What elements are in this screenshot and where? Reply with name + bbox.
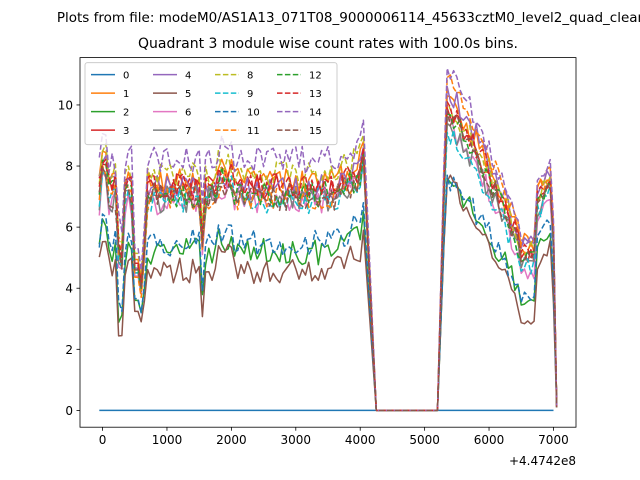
x-tick-label: 4000 <box>345 433 376 447</box>
legend-label-11: 11 <box>247 126 260 137</box>
plot-area: 0 1000 2000 3000 4000 5000 6000 7000 +4.4742e8 0 2… <box>58 57 577 468</box>
legend-label-15: 15 <box>309 126 322 137</box>
x-axis: 0 1000 2000 3000 4000 5000 6000 7000 +4.4742e8 <box>99 427 576 468</box>
legend-label-13: 13 <box>309 89 322 100</box>
x-tick-label: 2000 <box>216 433 247 447</box>
y-tick-label: 6 <box>65 221 73 235</box>
legend-label-10: 10 <box>247 108 260 119</box>
legend-box <box>84 62 338 146</box>
legend-label-5: 5 <box>185 89 191 100</box>
series-line-7 <box>98 122 558 412</box>
series-line-14 <box>98 67 558 412</box>
y-tick-label: 8 <box>65 160 73 174</box>
legend-label-9: 9 <box>247 89 253 100</box>
series-line-2 <box>98 177 558 412</box>
legend-label-8: 8 <box>247 71 253 82</box>
x-tick-label: 6000 <box>474 433 505 447</box>
y-axis: 0 2 4 6 8 10 <box>58 98 80 418</box>
series-line-12 <box>98 113 558 412</box>
legend-label-12: 12 <box>309 71 322 82</box>
series-line-11 <box>98 74 558 412</box>
x-offset-label: +4.4742e8 <box>509 454 576 468</box>
suptitle-text: Plots from file: modeM0/AS1A13_071T08_90… <box>56 10 640 26</box>
series-line-10 <box>98 174 558 412</box>
series-line-8 <box>98 101 558 412</box>
x-tick-label: 5000 <box>409 433 440 447</box>
series-line-6 <box>98 118 558 412</box>
x-tick-label: 1000 <box>152 433 183 447</box>
series-lines <box>98 67 558 412</box>
legend-label-4: 4 <box>185 71 191 82</box>
x-tick-label: 7000 <box>538 433 569 447</box>
legend-label-7: 7 <box>185 126 191 137</box>
y-tick-label: 10 <box>58 98 73 112</box>
legend-label-0: 0 <box>123 71 129 82</box>
chart-title: Quadrant 3 module wise count rates with … <box>138 36 518 52</box>
series-line-9 <box>98 129 558 412</box>
legend-label-14: 14 <box>309 108 322 119</box>
legend-label-3: 3 <box>123 126 129 137</box>
x-tick-label: 0 <box>99 433 107 447</box>
y-tick-label: 2 <box>65 343 73 357</box>
y-tick-label: 0 <box>65 404 73 418</box>
legend-label-6: 6 <box>185 108 191 119</box>
legend-label-2: 2 <box>123 108 129 119</box>
series-line-5 <box>98 174 558 412</box>
figure-suptitle: Plots from file: modeM0/AS1A13_071T08_90… <box>0 10 640 30</box>
series-line-15 <box>98 110 558 412</box>
axes-frame <box>79 57 577 428</box>
x-tick-label: 3000 <box>281 433 312 447</box>
y-tick-label: 4 <box>65 282 73 296</box>
series-line-1 <box>98 95 558 412</box>
legend-label-1: 1 <box>123 89 129 100</box>
